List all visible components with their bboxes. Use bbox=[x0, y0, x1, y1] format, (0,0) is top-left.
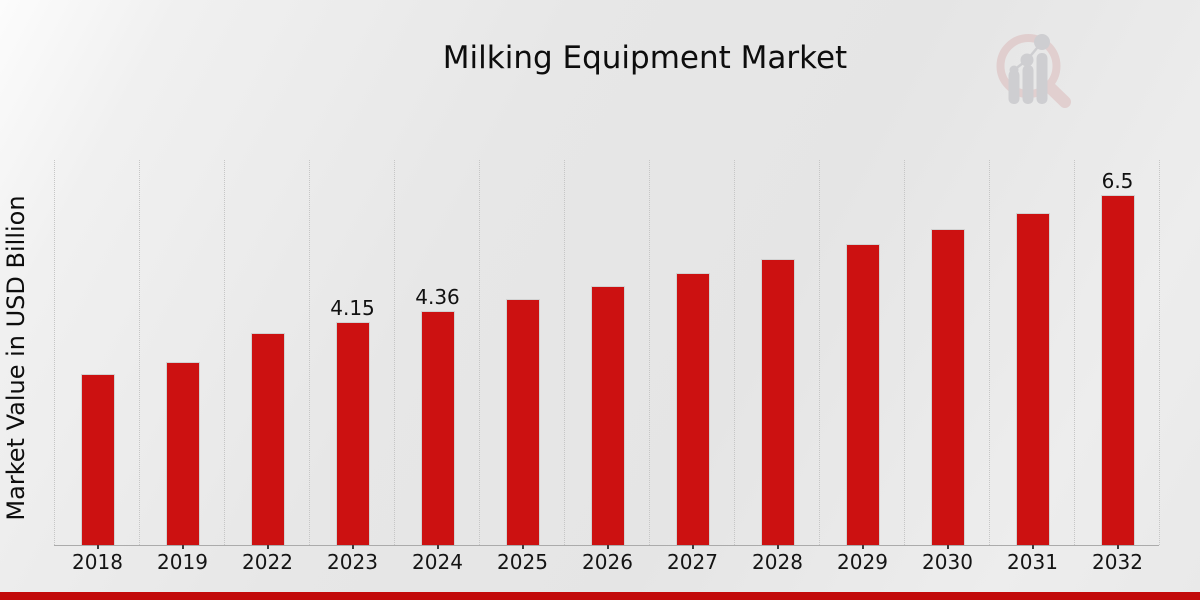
bar-2024 bbox=[420, 311, 455, 545]
bar-2018 bbox=[80, 374, 115, 545]
x-tick-label: 2029 bbox=[837, 550, 888, 574]
grid-column-end bbox=[1159, 160, 1160, 545]
x-axis-tick bbox=[266, 545, 269, 549]
x-axis-tick bbox=[946, 545, 949, 549]
grid-column: 2029 bbox=[819, 160, 905, 572]
bar-2019 bbox=[165, 362, 200, 545]
bottom-ribbon bbox=[0, 592, 1200, 600]
x-tick-label: 2018 bbox=[72, 550, 123, 574]
bar-value-label: 4.15 bbox=[330, 296, 375, 320]
x-tick-label: 2027 bbox=[667, 550, 718, 574]
x-tick-label: 2031 bbox=[1007, 550, 1058, 574]
x-tick-label: 2032 bbox=[1092, 550, 1143, 574]
x-axis-tick bbox=[691, 545, 694, 549]
bar-2022 bbox=[250, 333, 285, 545]
x-tick-label: 2026 bbox=[582, 550, 633, 574]
grid-column: 2028 bbox=[734, 160, 820, 572]
grid-column: 2022 bbox=[224, 160, 310, 572]
magnifier-growth-chart-icon bbox=[996, 34, 1071, 108]
x-axis-tick bbox=[96, 545, 99, 549]
x-axis-tick bbox=[1031, 545, 1034, 549]
grid-column: 2018 bbox=[54, 160, 140, 572]
bar-2027 bbox=[675, 273, 710, 545]
x-axis-tick bbox=[436, 545, 439, 549]
bar-2032 bbox=[1100, 195, 1135, 545]
bar-2023 bbox=[335, 322, 370, 545]
grid-column: 2030 bbox=[904, 160, 990, 572]
x-axis-tick bbox=[1116, 545, 1119, 549]
x-tick-label: 2028 bbox=[752, 550, 803, 574]
y-axis-label: Market Value in USD Billion bbox=[2, 195, 30, 521]
bar-2026 bbox=[590, 286, 625, 545]
grid-column: 2026 bbox=[564, 160, 650, 572]
x-axis-tick bbox=[181, 545, 184, 549]
x-axis-tick bbox=[861, 545, 864, 549]
grid-column: 6.5 2032 bbox=[1074, 160, 1160, 572]
x-tick-label: 2024 bbox=[412, 550, 463, 574]
bar-value-label: 6.5 bbox=[1101, 169, 1134, 193]
x-tick-label: 2025 bbox=[497, 550, 548, 574]
x-tick-label: 2019 bbox=[157, 550, 208, 574]
x-tick-label: 2023 bbox=[327, 550, 378, 574]
bar-2031 bbox=[1015, 213, 1050, 545]
grid-column: 2031 bbox=[989, 160, 1075, 572]
x-axis-tick bbox=[776, 545, 779, 549]
x-tick-label: 2030 bbox=[922, 550, 973, 574]
grid-column: 2025 bbox=[479, 160, 565, 572]
x-axis-tick bbox=[606, 545, 609, 549]
grid-column: 4.36 2024 bbox=[394, 160, 480, 572]
bar-2025 bbox=[505, 299, 540, 545]
chart-title: Milking Equipment Market bbox=[442, 40, 848, 76]
bar-2030 bbox=[930, 229, 965, 545]
x-tick-label: 2022 bbox=[242, 550, 293, 574]
plot-area: 2018 2019 2022 4.15 2023 4.36 2024 2025 2026 2027… bbox=[54, 160, 1160, 572]
grid-column: 4.15 2023 bbox=[309, 160, 395, 572]
x-axis-tick bbox=[351, 545, 354, 549]
grid-column: 2027 bbox=[649, 160, 735, 572]
grid-column: 2019 bbox=[139, 160, 225, 572]
bar-2028 bbox=[760, 259, 795, 545]
bar-value-label: 4.36 bbox=[415, 285, 460, 309]
x-axis-tick bbox=[521, 545, 524, 549]
bar-2029 bbox=[845, 244, 880, 545]
